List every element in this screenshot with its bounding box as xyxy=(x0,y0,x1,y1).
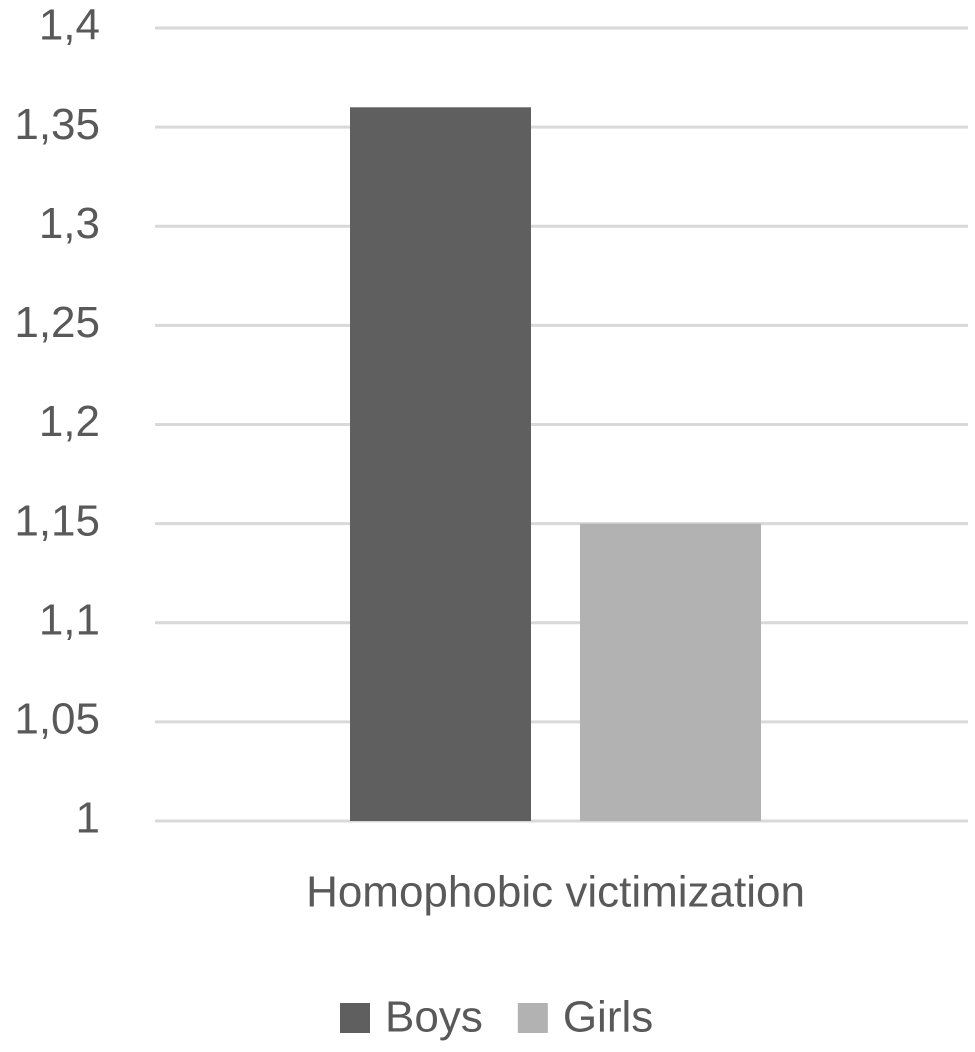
y-tick-label: 1,25 xyxy=(14,298,100,347)
legend-swatch xyxy=(517,1003,548,1033)
y-tick-label: 1,15 xyxy=(14,496,100,545)
legend-swatch xyxy=(340,1003,370,1033)
bar xyxy=(350,107,531,822)
x-tick-label: Homophobic victimization xyxy=(306,868,805,917)
y-tick-label: 1,1 xyxy=(39,595,100,644)
y-tick-label: 1,2 xyxy=(39,397,100,446)
y-tick-label: 1,3 xyxy=(39,199,100,248)
legend-label: Boys xyxy=(385,993,483,1042)
legend-label: Girls xyxy=(563,993,653,1042)
y-tick-label: 1,4 xyxy=(39,1,100,50)
y-tick-label: 1,35 xyxy=(14,100,100,149)
bar xyxy=(580,523,761,821)
y-tick-label: 1 xyxy=(76,794,100,843)
y-tick-label: 1,05 xyxy=(14,695,100,744)
